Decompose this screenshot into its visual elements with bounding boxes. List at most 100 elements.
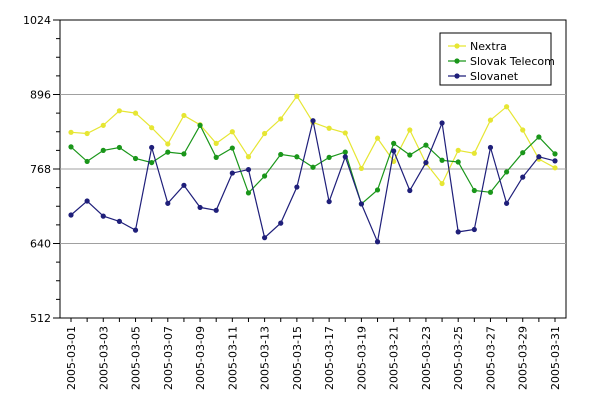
- data-point: [487, 144, 494, 151]
- legend: Nextra Slovak Telecom Slovanet: [439, 32, 555, 86]
- data-point: [310, 164, 316, 170]
- data-point: [245, 166, 252, 173]
- data-point: [342, 149, 348, 155]
- data-point: [278, 116, 284, 122]
- data-point: [132, 110, 139, 116]
- data-point: [326, 154, 332, 160]
- data-point: [487, 117, 494, 123]
- y-tick-label: 512: [30, 312, 51, 325]
- data-point: [471, 150, 477, 156]
- data-point: [504, 200, 510, 206]
- data-point: [100, 147, 106, 153]
- data-point: [84, 158, 90, 165]
- data-point: [149, 144, 155, 151]
- legend-marker: [454, 43, 460, 49]
- data-point: [229, 145, 235, 151]
- data-point: [439, 180, 445, 187]
- data-point: [68, 144, 74, 150]
- data-point: [197, 204, 203, 211]
- x-tick-label: 2005-03-25: [452, 326, 465, 390]
- x-tick-label: 2005-03-03: [97, 326, 110, 390]
- x-tick-label: 2005-03-31: [549, 326, 562, 390]
- data-point: [165, 149, 171, 155]
- data-point: [504, 104, 510, 110]
- data-point: [294, 93, 300, 99]
- data-point: [520, 150, 526, 156]
- data-point: [391, 148, 397, 154]
- data-point: [165, 200, 171, 206]
- series-slovak-telecom: [68, 122, 558, 207]
- y-tick-label: 768: [30, 163, 51, 176]
- data-point: [213, 154, 219, 160]
- data-point: [213, 207, 219, 213]
- data-point: [84, 198, 90, 204]
- data-point: [197, 122, 203, 128]
- data-point: [149, 125, 155, 131]
- data-point: [471, 226, 477, 233]
- x-tick-label: 2005-03-05: [130, 326, 143, 390]
- data-point: [278, 151, 284, 158]
- data-point: [310, 118, 316, 124]
- data-point: [262, 173, 268, 179]
- x-axis: 2005-03-01 2005-03-03 2005-03-05 2005-03-07…: [65, 318, 562, 390]
- data-point: [245, 190, 252, 196]
- series-slovanet: [68, 118, 558, 245]
- data-point: [552, 151, 558, 157]
- x-tick-label: 2005-03-11: [226, 326, 239, 390]
- data-point: [455, 147, 461, 153]
- x-tick-label: 2005-03-17: [323, 326, 336, 390]
- data-point: [229, 170, 235, 176]
- x-tick-label: 2005-03-15: [291, 326, 304, 390]
- data-point: [342, 130, 348, 136]
- x-tick-label: 2005-03-07: [162, 326, 175, 390]
- data-point: [181, 112, 187, 119]
- data-point: [68, 212, 74, 218]
- x-tick-label: 2005-03-21: [388, 326, 401, 390]
- data-point: [520, 174, 526, 180]
- legend-label: Nextra: [470, 40, 507, 53]
- data-point: [536, 134, 542, 140]
- data-point: [471, 187, 477, 194]
- data-point: [342, 154, 348, 160]
- data-point: [374, 187, 381, 193]
- data-point: [100, 122, 106, 128]
- data-point: [278, 220, 284, 226]
- x-tick-label: 2005-03-01: [65, 326, 78, 390]
- data-point: [229, 129, 235, 135]
- data-point: [213, 140, 219, 146]
- data-point: [455, 229, 461, 235]
- data-point: [181, 182, 187, 188]
- x-tick-label: 2005-03-13: [259, 326, 272, 390]
- data-point: [245, 154, 252, 160]
- data-point: [358, 201, 364, 207]
- data-point: [262, 235, 268, 241]
- legend-label: Slovak Telecom: [470, 55, 555, 68]
- legend-marker: [454, 73, 460, 79]
- data-point: [374, 239, 381, 245]
- series-layer: [68, 93, 558, 245]
- y-tick-label: 1024: [23, 14, 51, 27]
- data-point: [132, 227, 139, 233]
- legend-label: Slovanet: [470, 70, 519, 83]
- data-point: [358, 165, 364, 172]
- data-point: [552, 158, 558, 164]
- data-point: [181, 151, 187, 157]
- data-point: [116, 108, 122, 114]
- data-point: [455, 159, 461, 165]
- data-point: [132, 155, 139, 162]
- x-tick-label: 2005-03-29: [517, 326, 530, 390]
- data-point: [116, 218, 122, 224]
- legend-marker: [454, 58, 460, 64]
- data-point: [552, 165, 558, 171]
- x-tick-label: 2005-03-09: [194, 326, 207, 390]
- data-point: [407, 152, 413, 158]
- data-point: [439, 120, 445, 126]
- data-point: [84, 130, 90, 137]
- data-point: [165, 141, 171, 147]
- data-point: [423, 142, 429, 148]
- data-point: [391, 140, 397, 146]
- data-point: [407, 127, 413, 133]
- data-point: [407, 187, 413, 194]
